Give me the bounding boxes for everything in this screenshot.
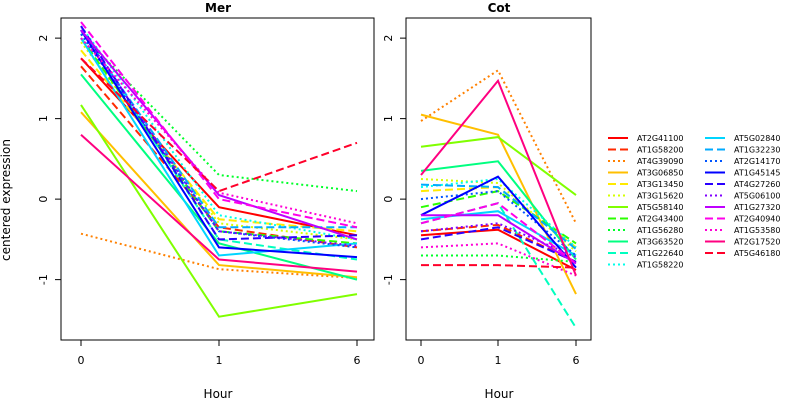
mer-series-line-at3g06850 [80, 111, 358, 279]
mer-y-tick-label: 1 [37, 115, 50, 122]
mer-series-lines [80, 21, 358, 318]
cot-series-line-at1g27320 [421, 214, 577, 265]
cot-series-line-at5g06100 [420, 222, 577, 259]
mer-series-line-at2g43400 [80, 37, 358, 245]
cot-x-tick-label: 1 [495, 354, 502, 367]
cot-series-line-at3g63520 [420, 160, 577, 261]
legend-label-at3g63520: AT3G63520 [637, 238, 683, 247]
legend-label-at1g22640: AT1G22640 [637, 249, 683, 258]
mer-series-line-at5g06100 [80, 29, 358, 247]
legend-label-at4g27260: AT4G27260 [734, 180, 780, 189]
cot-y-tick-label: 2 [382, 35, 395, 42]
mer-series-line-at2g14170 [80, 33, 358, 249]
mer-series-line-at1g53580 [80, 37, 358, 225]
cot-y-tick-label: -1 [382, 274, 395, 285]
cot-series-line-at2g40940 [420, 202, 577, 265]
cot-y-tick-label: 0 [382, 196, 395, 203]
cot-series-line-at2g17520 [420, 78, 577, 276]
legend-label-at5g06100: AT5G06100 [734, 192, 780, 201]
legend-label-at1g58200: AT1G58200 [637, 146, 683, 155]
mer-x-tick-label: 0 [78, 354, 85, 367]
cot-series-line-at2g41100 [420, 228, 577, 271]
mer-x-tick-label: 1 [216, 354, 223, 367]
mer-panel-title: Mer [205, 1, 231, 15]
cot-series-line-at1g58220 [420, 177, 577, 249]
legend-label-at5g58140: AT5G58140 [637, 203, 683, 212]
mer-y-tick-label: 0 [37, 196, 50, 203]
mer-series-line-at3g15620 [80, 41, 358, 241]
cot-series-line-at5g46180 [421, 264, 577, 269]
mer-series-line-at1g45145 [80, 29, 358, 259]
legend-label-at1g45145: AT1G45145 [734, 169, 780, 178]
legend-label-at3g15620: AT3G15620 [637, 192, 683, 201]
mer-series-line-at1g22640 [80, 29, 358, 261]
mer-axes: -1 0 1 2 0 1 6 [37, 35, 361, 367]
mer-series-line-at2g17520 [80, 133, 358, 273]
legend-label-at1g53580: AT1G53580 [734, 226, 780, 235]
mer-y-tick-label: 2 [37, 35, 50, 42]
mer-y-tick-label: -1 [37, 274, 50, 285]
y-axis-title: centered expression [0, 139, 13, 261]
cot-series-line-at1g56280 [421, 254, 577, 263]
cot-series-line-at2g14170 [420, 190, 577, 257]
legend-label-at1g56280: AT1G56280 [637, 226, 683, 235]
mer-series-line-at1g27320 [80, 29, 358, 241]
legend-label-at2g40940: AT2G40940 [734, 215, 780, 224]
legend-label-at3g06850: AT3G06850 [637, 169, 683, 178]
legend-label-at5g46180: AT5G46180 [734, 249, 780, 258]
mer-series-line-at1g32230 [80, 29, 357, 229]
legend-label-at1g58220: AT1G58220 [637, 261, 683, 270]
legend-label-at4g39090: AT4G39090 [637, 157, 683, 166]
mer-x-tick-label: 6 [354, 354, 361, 367]
mer-series-line-at5g02840 [80, 37, 358, 257]
legend-label-at2g17520: AT2G17520 [734, 238, 780, 247]
cot-series-line-at3g15620 [420, 178, 577, 253]
legend-label-at3g13450: AT3G13450 [637, 180, 683, 189]
cot-series-line-at4g27260 [420, 226, 577, 263]
cot-series-line-at1g45145 [420, 175, 577, 269]
mer-series-line-at5g46180 [80, 57, 358, 193]
cot-x-axis-title: Hour [485, 387, 514, 400]
mer-plot-frame [60, 17, 375, 341]
mer-x-axis-title: Hour [204, 387, 233, 400]
legend-label-at1g27320: AT1G27320 [734, 203, 780, 212]
cot-panel: Cot -1 0 1 2 0 1 6 Hour [382, 1, 592, 400]
mer-series-line-at2g40940 [80, 21, 358, 229]
legend-label-at2g14170: AT2G14170 [734, 157, 780, 166]
cot-series-line-at1g53580 [420, 242, 577, 277]
legend-label-at5g02840: AT5G02840 [734, 134, 780, 143]
mer-panel: Mer -1 0 1 2 0 1 6 Hour [37, 1, 375, 400]
cot-series-lines [420, 68, 577, 329]
legend-label-at1g32230: AT1G32230 [734, 146, 780, 155]
cot-panel-title: Cot [488, 1, 511, 15]
mer-series-line-at2g41100 [80, 57, 358, 237]
mer-series-line-at5g58140 [80, 104, 358, 318]
cot-x-tick-label: 6 [573, 354, 580, 367]
legend-label-at2g43400: AT2G43400 [637, 215, 683, 224]
cot-series-line-at1g32230 [420, 183, 577, 250]
mer-series-line-at3g13450 [80, 49, 358, 233]
cot-y-tick-label: 1 [382, 115, 395, 122]
cot-plot-frame [405, 17, 592, 341]
cot-series-line-at4g39090 [420, 68, 577, 224]
cot-axes: -1 0 1 2 0 1 6 [382, 35, 580, 367]
legend: AT2G41100 AT1G58200 AT4G39090 AT3G06850 AT3G… [608, 134, 780, 270]
cot-x-tick-label: 0 [418, 354, 425, 367]
legend-label-at2g41100: AT2G41100 [637, 134, 683, 143]
